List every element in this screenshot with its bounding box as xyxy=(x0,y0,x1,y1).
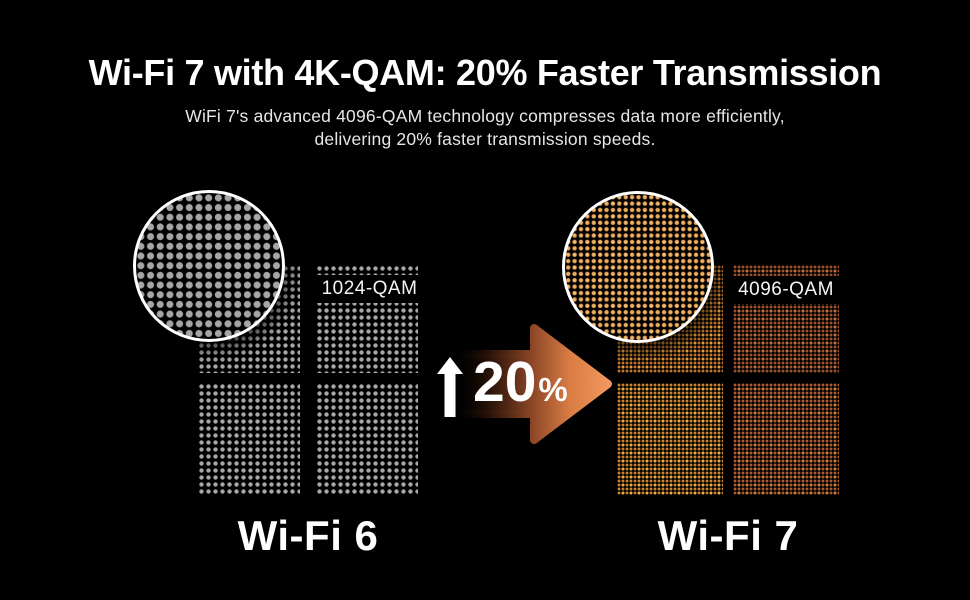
percent-number: 20 xyxy=(473,350,537,414)
wifi7-constellation-grid: 4096-QAM xyxy=(617,265,842,495)
wifi7-label: Wi-Fi 7 xyxy=(657,512,799,559)
wifi7-qam-badge: 4096-QAM xyxy=(730,276,842,304)
wifi6-qam-badge: 1024-QAM xyxy=(317,275,422,303)
wifi7-grid-quadrant xyxy=(617,383,723,495)
up-arrow-icon xyxy=(437,357,463,417)
wifi6-grid-quadrant xyxy=(198,383,300,495)
speed-increase-arrow-icon xyxy=(450,324,612,444)
subtitle-line-2: delivering 20% faster transmission speed… xyxy=(314,129,656,149)
subtitle-line-1: WiFi 7's advanced 4096-QAM technology co… xyxy=(185,106,785,126)
percent-faster-value: 20% xyxy=(473,354,568,423)
wifi6-label: Wi-Fi 6 xyxy=(237,512,379,559)
page-title: Wi-Fi 7 with 4K-QAM: 20% Faster Transmis… xyxy=(88,52,882,93)
wifi7-grid-quadrant xyxy=(733,383,839,495)
wifi7-magnifier-circle-icon xyxy=(562,191,714,343)
wifi6-grid-quadrant xyxy=(316,383,418,495)
percent-sign: % xyxy=(538,371,568,408)
wifi6-magnifier-circle-icon xyxy=(133,190,285,342)
